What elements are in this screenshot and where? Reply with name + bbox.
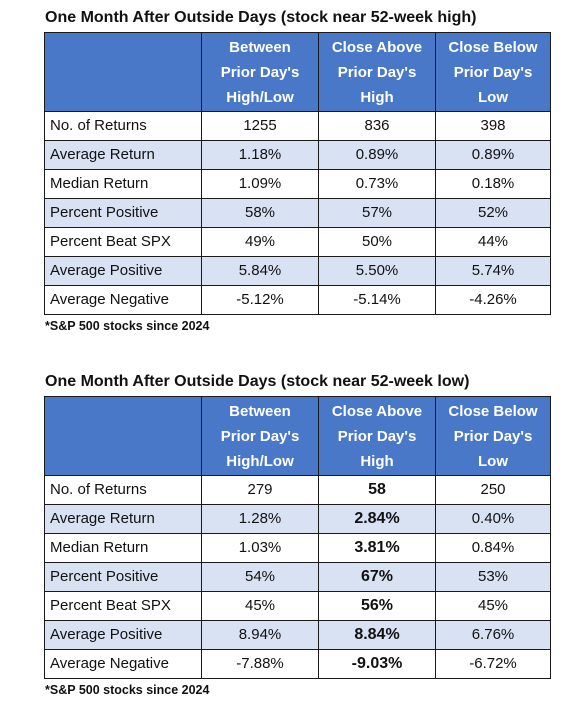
table-cell: 0.89%: [435, 140, 551, 170]
row-label: Average Negative: [44, 285, 202, 315]
stats-table-52-week-high: Between Prior Day's High/Low Close Above…: [44, 32, 551, 315]
table-cell: 398: [435, 111, 551, 141]
table-row: Median Return 1.03% 3.81% 0.84%: [44, 533, 551, 563]
row-label: Median Return: [44, 533, 202, 563]
table-row: Percent Positive 54% 67% 53%: [44, 562, 551, 592]
header-cell-blank: [44, 32, 202, 112]
table-row: Average Negative -7.88% -9.03% -6.72%: [44, 649, 551, 679]
table-cell: 3.81%: [318, 533, 436, 563]
table-cell: 56%: [318, 591, 436, 621]
table-cell: 58%: [201, 198, 319, 228]
row-label: Average Return: [44, 504, 202, 534]
table-cell: 0.73%: [318, 169, 436, 199]
table-cell: -7.88%: [201, 649, 319, 679]
table-cell: 1.18%: [201, 140, 319, 170]
table-title: One Month After Outside Days (stock near…: [45, 373, 470, 390]
table-cell: 836: [318, 111, 436, 141]
table-cell: 5.84%: [201, 256, 319, 286]
header-cell-between: Between Prior Day's High/Low: [201, 396, 319, 476]
table-row: Average Return 1.28% 2.84% 0.40%: [44, 504, 551, 534]
table-cell: -6.72%: [435, 649, 551, 679]
table-cell: 57%: [318, 198, 436, 228]
table-cell: -4.26%: [435, 285, 551, 315]
table-row: Average Negative -5.12% -5.14% -4.26%: [44, 285, 551, 315]
table-row: Percent Beat SPX 49% 50% 44%: [44, 227, 551, 257]
table-cell: 50%: [318, 227, 436, 257]
header-row: Between Prior Day's High/Low Close Above…: [44, 396, 551, 476]
table-block-52-week-high: One Month After Outside Days (stock near…: [44, 6, 551, 335]
table-row: Percent Positive 58% 57% 52%: [44, 198, 551, 228]
row-label: No. of Returns: [44, 475, 202, 505]
row-label: Average Positive: [44, 620, 202, 650]
row-label: Average Negative: [44, 649, 202, 679]
stats-table-52-week-low: Between Prior Day's High/Low Close Above…: [44, 396, 551, 679]
header-cell-blank: [44, 396, 202, 476]
table-row: No. of Returns 279 58 250: [44, 475, 551, 505]
table-cell: 45%: [201, 591, 319, 621]
table-cell: 0.40%: [435, 504, 551, 534]
table-cell: -5.12%: [201, 285, 319, 315]
table-cell: 1.28%: [201, 504, 319, 534]
row-label: Percent Beat SPX: [44, 591, 202, 621]
header-cell-close-above: Close Above Prior Day's High: [318, 32, 436, 112]
table-cell: 2.84%: [318, 504, 436, 534]
table-cell: 279: [201, 475, 319, 505]
header-cell-close-above: Close Above Prior Day's High: [318, 396, 436, 476]
table-cell: 0.18%: [435, 169, 551, 199]
row-label: Average Return: [44, 140, 202, 170]
row-label: Median Return: [44, 169, 202, 199]
table-cell: 1.03%: [201, 533, 319, 563]
table-cell: -5.14%: [318, 285, 436, 315]
table-block-52-week-low: One Month After Outside Days (stock near…: [44, 370, 551, 699]
table-cell: 5.50%: [318, 256, 436, 286]
table-title: One Month After Outside Days (stock near…: [45, 9, 477, 26]
header-cell-between: Between Prior Day's High/Low: [201, 32, 319, 112]
footnote: *S&P 500 stocks since 2024: [45, 319, 210, 333]
table-row: Average Positive 8.94% 8.84% 6.76%: [44, 620, 551, 650]
table-cell: 8.84%: [318, 620, 436, 650]
row-label: Percent Beat SPX: [44, 227, 202, 257]
table-row: No. of Returns 1255 836 398: [44, 111, 551, 141]
table-row: Median Return 1.09% 0.73% 0.18%: [44, 169, 551, 199]
row-label: Percent Positive: [44, 198, 202, 228]
table-row: Average Positive 5.84% 5.50% 5.74%: [44, 256, 551, 286]
table-cell: 44%: [435, 227, 551, 257]
table-row: Average Return 1.18% 0.89% 0.89%: [44, 140, 551, 170]
table-cell: 1255: [201, 111, 319, 141]
table-cell: 67%: [318, 562, 436, 592]
table-cell: 250: [435, 475, 551, 505]
table-cell: 54%: [201, 562, 319, 592]
table-row: Percent Beat SPX 45% 56% 45%: [44, 591, 551, 621]
row-label: Average Positive: [44, 256, 202, 286]
header-cell-close-below: Close Below Prior Day's Low: [435, 396, 551, 476]
table-cell: 45%: [435, 591, 551, 621]
footnote: *S&P 500 stocks since 2024: [45, 683, 210, 697]
table-cell: -9.03%: [318, 649, 436, 679]
row-label: No. of Returns: [44, 111, 202, 141]
table-cell: 52%: [435, 198, 551, 228]
table-cell: 0.89%: [318, 140, 436, 170]
table-cell: 53%: [435, 562, 551, 592]
table-cell: 58: [318, 475, 436, 505]
table-cell: 0.84%: [435, 533, 551, 563]
table-cell: 8.94%: [201, 620, 319, 650]
header-row: Between Prior Day's High/Low Close Above…: [44, 32, 551, 112]
row-label: Percent Positive: [44, 562, 202, 592]
table-cell: 6.76%: [435, 620, 551, 650]
header-cell-close-below: Close Below Prior Day's Low: [435, 32, 551, 112]
table-cell: 5.74%: [435, 256, 551, 286]
table-cell: 1.09%: [201, 169, 319, 199]
table-cell: 49%: [201, 227, 319, 257]
